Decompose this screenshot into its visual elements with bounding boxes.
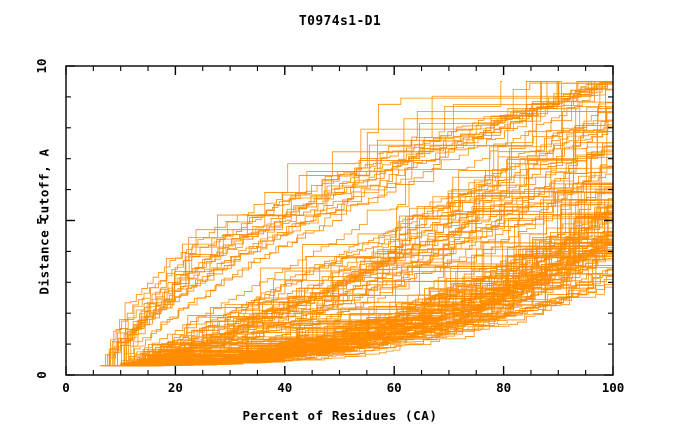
x-tick-label: 100 [601, 380, 625, 395]
x-axis-label: Percent of Residues (CA) [242, 408, 438, 423]
x-tick-label: 80 [496, 380, 512, 395]
y-tick-label: 0 [34, 371, 49, 379]
chart-title: T0974s1-D1 [298, 14, 382, 29]
data-curves [99, 81, 613, 367]
x-tick-label: 40 [277, 380, 293, 395]
y-tick-label: 5 [34, 216, 49, 225]
x-tick-label: 0 [62, 380, 70, 395]
x-tick-label: 60 [386, 380, 402, 395]
x-tick-label: 20 [167, 380, 183, 395]
axis-ticks [65, 65, 614, 376]
y-tick-label: 10 [34, 58, 49, 74]
